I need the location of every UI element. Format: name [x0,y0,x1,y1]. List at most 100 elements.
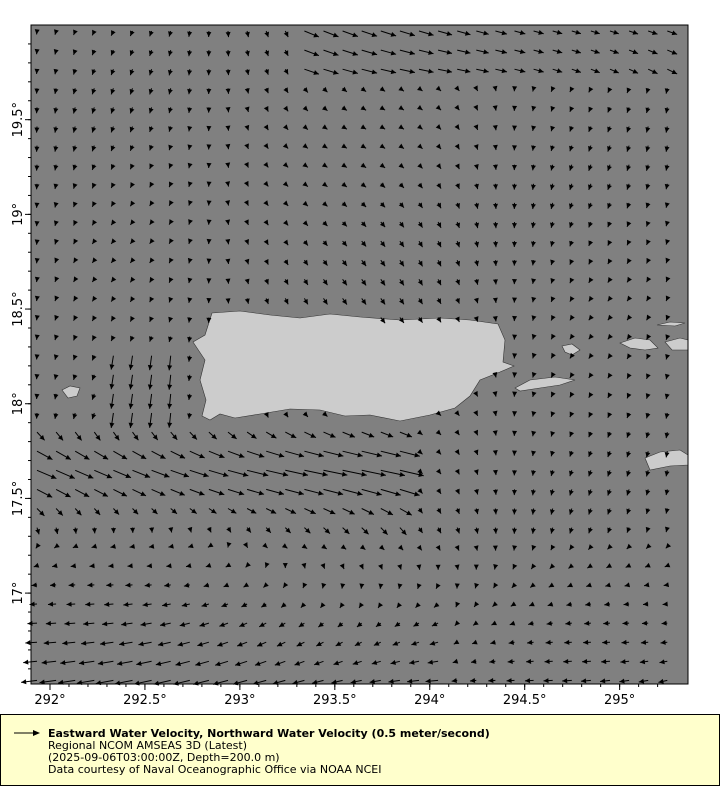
velocity-arrow [588,202,593,209]
velocity-arrow [99,640,114,646]
velocity-arrow [116,660,133,666]
velocity-arrow [73,220,78,226]
velocity-arrow [511,527,517,534]
velocity-arrow [550,314,556,321]
velocity-arrow [511,582,518,589]
velocity-arrow [149,257,155,264]
velocity-arrow [361,450,383,458]
velocity-arrow [626,489,632,496]
velocity-arrow [148,126,154,133]
velocity-arrow [177,641,190,647]
velocity-arrow [413,621,420,627]
velocity-arrow [588,470,593,477]
velocity-arrow [377,602,383,609]
velocity-arrow [397,583,403,589]
velocity-arrow [264,30,270,38]
velocity-arrow [588,353,594,359]
velocity-arrow [104,601,114,607]
velocity-arrow [342,68,359,75]
y-tick-label: 17.5° [11,481,26,516]
velocity-arrow [417,317,423,323]
velocity-arrow [646,276,652,283]
velocity-arrow [549,508,555,515]
velocity-arrow [342,431,356,438]
velocity-arrow [645,543,652,550]
velocity-arrow [360,182,367,188]
velocity-arrow [34,48,40,55]
velocity-arrow [588,240,594,247]
velocity-arrow [394,621,401,627]
velocity-arrow [225,143,231,150]
velocity-arrow [52,563,58,569]
velocity-arrow [322,201,328,207]
velocity-arrow [664,508,670,514]
velocity-arrow [189,431,198,440]
velocity-arrow [492,430,498,436]
velocity-arrow [203,582,210,588]
velocity-arrow [619,678,630,684]
velocity-arrow [646,257,652,264]
velocity-arrow [549,489,555,496]
velocity-arrow [530,183,536,190]
velocity-arrow [607,126,612,133]
velocity-arrow [606,563,612,569]
velocity-arrow [626,164,632,171]
velocity-arrow [665,220,670,227]
velocity-arrow [187,412,193,419]
velocity-arrow [626,221,632,228]
velocity-arrow [531,296,537,303]
velocity-arrow [74,431,83,441]
velocity-arrow [543,678,553,684]
velocity-arrow [531,241,536,247]
velocity-arrow [187,126,193,132]
velocity-arrow [399,527,407,536]
velocity-arrow [168,336,173,343]
velocity-arrow [645,489,651,496]
velocity-arrow [304,68,320,75]
velocity-arrow [455,183,460,190]
velocity-arrow [244,238,249,245]
velocity-arrow [533,49,544,54]
velocity-arrow [58,679,76,685]
velocity-arrow [283,239,289,246]
velocity-arrow [53,164,59,171]
velocity-arrow [569,126,574,132]
velocity-arrow [34,126,40,133]
velocity-arrow [162,602,171,608]
velocity-arrow [645,107,651,114]
velocity-arrow [531,352,537,359]
velocity-arrow [493,582,499,589]
velocity-arrow [512,334,518,340]
velocity-arrow [360,105,367,111]
velocity-arrow [626,87,632,94]
velocity-arrow [493,508,498,515]
velocity-arrow [304,508,316,515]
velocity-arrow [645,508,651,515]
velocity-arrow [607,183,612,191]
velocity-arrow [181,602,190,608]
velocity-arrow [552,29,563,35]
velocity-arrow [73,201,78,208]
velocity-arrow [453,639,460,645]
velocity-arrow [72,49,78,55]
velocity-arrow [492,260,498,266]
velocity-arrow [360,201,367,208]
velocity-arrow [550,470,555,477]
velocity-arrow [149,200,155,207]
velocity-arrow [36,431,46,441]
velocity-arrow [132,488,147,497]
velocity-arrow [129,276,136,283]
velocity-arrow [34,183,40,190]
velocity-arrow [511,241,517,248]
velocity-arrow [132,431,139,441]
velocity-arrow [492,489,498,495]
velocity-arrow [415,602,421,609]
velocity-arrow [379,201,386,208]
mona-island [61,385,81,399]
velocity-arrow [550,450,556,457]
velocity-arrow [607,202,612,209]
velocity-arrow [454,449,460,455]
velocity-arrow [225,181,231,187]
velocity-arrow [607,527,612,534]
velocity-arrow [261,602,267,608]
